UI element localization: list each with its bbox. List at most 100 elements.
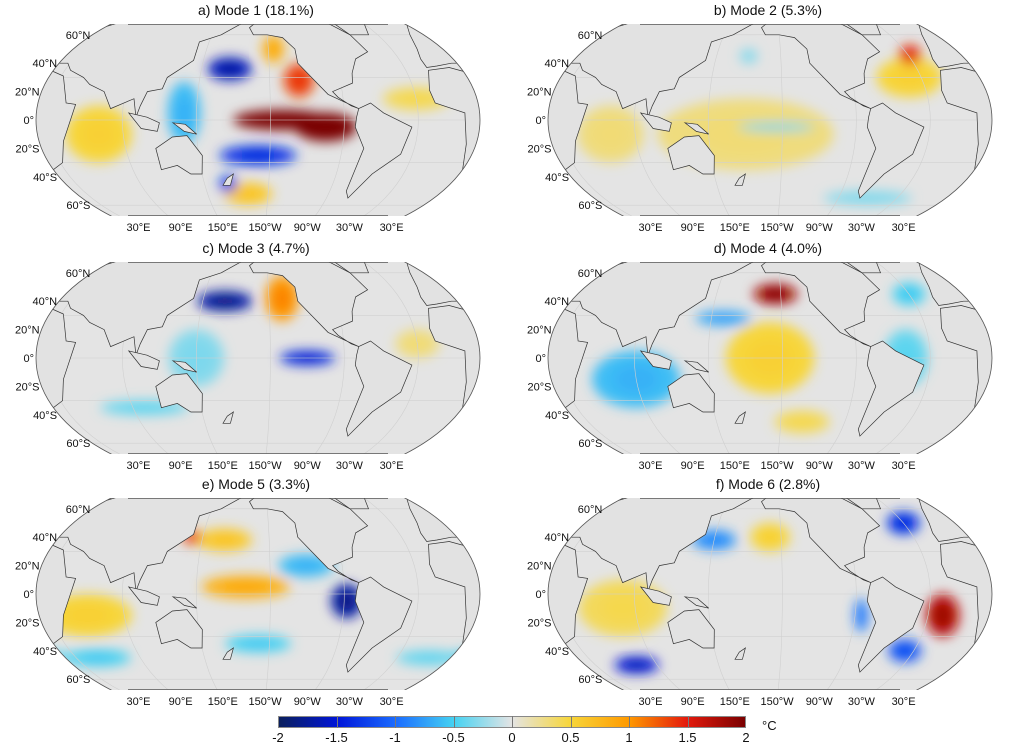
lon-label: 30°W [848, 460, 876, 472]
lon-label: 150°E [208, 222, 238, 234]
lat-label: 40°S [545, 172, 569, 184]
lon-label: 150°W [248, 222, 282, 234]
lat-label: 0° [535, 115, 546, 127]
anomaly-core [211, 296, 239, 307]
graticule-line [776, 262, 783, 454]
anomaly-core [82, 120, 116, 149]
graticule-line [264, 24, 271, 216]
lat-label: 60°N [578, 268, 603, 280]
lat-label: 40°S [545, 646, 569, 658]
anomaly-core [764, 289, 787, 300]
map-panel-e: e) Mode 5 (3.3%) 60°N 40°N 20°N 0° 20°S 40°S 60… [0, 474, 512, 711]
graticule-line [776, 24, 783, 216]
land-coastline [857, 102, 925, 199]
land-coastline [639, 586, 672, 606]
lat-label: 20°S [528, 617, 552, 629]
land-coastline [312, 24, 370, 36]
anomaly-core [512, 645, 515, 656]
anomaly-core [338, 592, 355, 610]
anomaly-core [512, 605, 513, 626]
colorbar-tick-label: -2 [272, 730, 284, 745]
anomaly-core [904, 49, 916, 60]
land-coastline [171, 596, 197, 609]
anomaly-core [291, 71, 307, 89]
lat-label: 40°S [545, 410, 569, 422]
land-coastline [639, 112, 672, 132]
map-outline [35, 498, 481, 690]
anomaly-core [238, 150, 278, 161]
graticule-line [707, 262, 737, 454]
lat-label: 40°S [33, 172, 57, 184]
anomaly-core [210, 534, 239, 546]
anomaly-core [465, 653, 480, 663]
lon-label: 90°E [169, 222, 193, 234]
anomaly-core [523, 50, 534, 60]
panel-title: d) Mode 4 (4.0%) [713, 240, 823, 256]
lon-label: 30°W [336, 222, 364, 234]
lat-label: 0° [23, 353, 34, 365]
lat-label: 60°S [66, 674, 90, 686]
map-panel-a: a) Mode 1 (18.1%) 60°N 40°N 20°N 0° 20°S 40°S 6… [0, 0, 512, 237]
anomaly-core [756, 124, 796, 130]
graticule-line [195, 262, 225, 454]
panel-title: c) Mode 3 (4.7%) [202, 240, 310, 256]
graticule-line [858, 498, 931, 690]
colorbar-tick [453, 716, 455, 728]
anomaly-core [122, 404, 167, 412]
graticule-line [346, 24, 419, 216]
anomaly-core [600, 594, 645, 623]
map-panel-b: b) Mode 2 (5.3%) 60°N 40°N 20°N 0° 20°S 40°S 60… [512, 0, 1024, 237]
land-coastline [940, 305, 992, 409]
lon-label: 90°W [806, 696, 834, 708]
lon-label: 30°E [380, 696, 404, 708]
lon-label: 150°E [720, 460, 750, 472]
map-outline [35, 262, 481, 454]
graticule-line [776, 498, 783, 690]
land-coastline [734, 173, 746, 186]
anomaly-patch [512, 594, 521, 637]
map: 60°N 40°N 20°N 0° 20°S 40°S 60°S 30°E 90°E 150°E 1… [15, 262, 481, 472]
lon-label: 150°E [208, 696, 238, 708]
lat-label: 0° [23, 115, 34, 127]
anomaly-patch [449, 649, 480, 667]
lat-label: 40°S [33, 410, 57, 422]
anomaly-core [81, 653, 115, 663]
land-coastline [222, 647, 234, 660]
land-coastline [155, 135, 203, 175]
lat-label: 40°N [544, 532, 569, 544]
colorbar-tick [395, 716, 396, 728]
lat-label: 20°S [528, 381, 552, 393]
lat-label: 60°N [66, 30, 91, 42]
land-coastline [824, 498, 882, 510]
anomaly-core [701, 116, 790, 152]
anomaly-patch [517, 45, 539, 65]
colorbar-tick [629, 716, 630, 728]
graticule-line [858, 24, 931, 216]
land-coastline [761, 498, 881, 583]
land-coastline [312, 498, 370, 510]
anomaly-core [744, 52, 754, 60]
anomaly-core [504, 605, 512, 626]
map-outline [547, 24, 993, 216]
land-coastline [683, 360, 709, 373]
lat-label: 60°N [578, 30, 603, 42]
lon-label: 90°E [681, 696, 705, 708]
lat-label: 40°N [32, 58, 57, 70]
lat-label: 40°N [32, 532, 57, 544]
lat-label: 20°N [15, 325, 40, 337]
lat-label: 0° [535, 353, 546, 365]
anomaly-patch [548, 191, 560, 206]
land-coastline [639, 350, 672, 370]
land-coastline [734, 411, 746, 424]
panel-title: f) Mode 6 (2.8%) [715, 476, 821, 492]
land-coastline [428, 305, 480, 409]
lat-label: 20°S [16, 143, 40, 155]
anomaly-patch [0, 87, 11, 110]
lon-label: 150°W [760, 460, 794, 472]
colorbar-tick-label: -0.5 [442, 730, 465, 745]
land-coastline [824, 262, 882, 274]
anomaly-core [934, 604, 951, 626]
colorbar-tick-label: 1.5 [678, 730, 697, 745]
lon-label: 90°W [806, 222, 834, 234]
lon-label: 30°E [892, 460, 916, 472]
